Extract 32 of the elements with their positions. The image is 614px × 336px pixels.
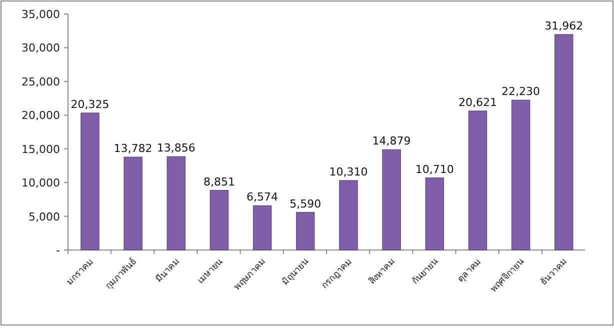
y-tick-label: 10,000	[22, 176, 60, 190]
data-label: 13,782	[114, 142, 152, 156]
bar	[210, 190, 229, 250]
y-tick-label: 20,000	[22, 109, 60, 122]
data-label: 22,230	[502, 85, 540, 98]
bar	[339, 180, 358, 250]
bar	[425, 177, 444, 250]
bar	[511, 100, 530, 250]
bar	[468, 110, 488, 250]
data-label: 14,879	[372, 134, 411, 148]
data-label: 31,962	[544, 19, 584, 32]
data-label: 20,621	[458, 96, 497, 109]
bar	[554, 34, 574, 250]
bar	[166, 156, 186, 250]
y-tick-label: 5,000	[28, 210, 60, 224]
data-label: 13,856	[156, 142, 196, 155]
data-label: 10,310	[329, 165, 368, 178]
bar	[124, 156, 142, 250]
data-label: 5,590	[290, 197, 322, 210]
data-label: 10,710	[415, 162, 454, 176]
y-tick-label: 25,000	[22, 75, 60, 88]
bar	[80, 112, 100, 250]
data-label: 6,574	[246, 190, 278, 204]
y-tick-label: 30,000	[22, 42, 60, 55]
bar	[252, 205, 272, 250]
bar	[382, 149, 401, 250]
y-tick-label: 15,000	[22, 142, 60, 156]
data-label: 20,325	[70, 98, 110, 111]
y-tick-label: 35,000	[22, 8, 60, 21]
bar	[296, 212, 315, 250]
data-label: 8,851	[203, 175, 235, 188]
y-tick-label: -	[56, 244, 60, 257]
